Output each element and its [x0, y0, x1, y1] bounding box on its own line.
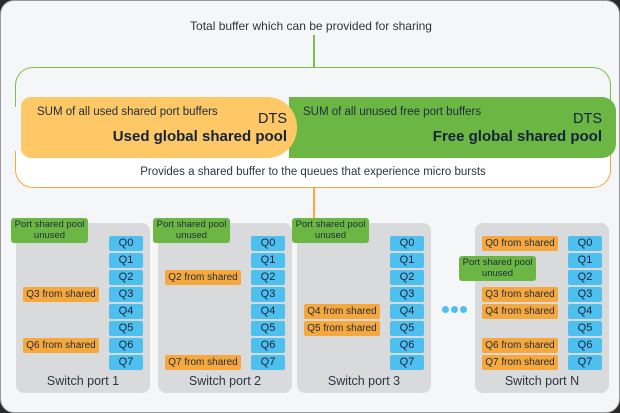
used-pool-name: Used global shared pool	[112, 128, 287, 145]
queue-q7: Q7	[568, 355, 602, 370]
used-pool-dts: DTS	[258, 111, 287, 127]
switch-port-4: Switch port N Q0 Q1 Q2 Q3 Q4 Q5 Q6 Q7 Q0 from sha…	[459, 223, 609, 393]
queue-q0: Q0	[568, 236, 602, 251]
queue-q3: Q3	[568, 287, 602, 302]
switch-port-2: Switch port 2 Q0 Q1 Q2 Q3 Q4 Q5 Q6 Q7 Q2 from sha…	[153, 218, 292, 393]
queue-q7: Q7	[109, 355, 143, 370]
queue-from-shared: Q2 from shared	[165, 270, 241, 285]
queue-from-shared: Q5 from shared	[304, 321, 380, 336]
queue-q2: Q2	[109, 270, 143, 285]
used-pool-sum: SUM of all used shared port buffers	[37, 106, 218, 118]
port-shared-pool-unused: Port shared pool unused	[459, 256, 536, 281]
switch-port-3: Switch port 3 Q0 Q1 Q2 Q3 Q4 Q5 Q6 Q7 Q4 from sha…	[292, 218, 431, 393]
queue-q4: Q4	[109, 304, 143, 319]
queue-q6: Q6	[390, 338, 424, 353]
queue-q6: Q6	[568, 338, 602, 353]
queue-q2: Q2	[390, 270, 424, 285]
queue-q1: Q1	[251, 253, 285, 268]
used-global-shared-pool: SUM of all used shared port buffers DTS …	[21, 97, 297, 158]
queue-q3: Q3	[251, 287, 285, 302]
queue-from-shared: Q3 from shared	[482, 287, 558, 302]
queue-q5: Q5	[390, 321, 424, 336]
queue-q1: Q1	[390, 253, 424, 268]
queue-from-shared: Q3 from shared	[23, 287, 99, 302]
queue-q7: Q7	[390, 355, 424, 370]
queue-q1: Q1	[109, 253, 143, 268]
queue-from-shared: Q4 from shared	[304, 304, 380, 319]
switch-port-label: Switch port 1	[46, 374, 120, 388]
connector-line-top	[313, 35, 315, 67]
shared-buffer-description: Provides a shared buffer to the queues t…	[140, 166, 486, 178]
queue-q3: Q3	[109, 287, 143, 302]
port-shared-pool-unused: Port shared pool unused	[153, 218, 230, 243]
queue-q4: Q4	[251, 304, 285, 319]
queue-from-shared: Q6 from shared	[482, 338, 558, 353]
switch-port-1: Switch port 1 Q0 Q1 Q2 Q3 Q4 Q5 Q6 Q7 Q3 from sha…	[11, 218, 150, 393]
free-pool-dts: DTS	[573, 111, 602, 127]
queue-q5: Q5	[251, 321, 285, 336]
queue-from-shared: Q7 from shared	[482, 355, 558, 370]
queue-q6: Q6	[251, 338, 285, 353]
switch-port-label: Switch port N	[504, 374, 580, 388]
total-buffer-title: Total buffer which can be provided for s…	[190, 19, 432, 33]
switch-port-label: Switch port 3	[327, 374, 401, 388]
queue-from-shared: Q4 from shared	[482, 304, 558, 319]
queue-q1: Q1	[568, 253, 602, 268]
queue-from-shared: Q6 from shared	[23, 338, 99, 353]
queue-q5: Q5	[109, 321, 143, 336]
free-global-shared-pool: SUM of all unused free port buffers DTS …	[289, 97, 616, 158]
queue-q7: Q7	[251, 355, 285, 370]
queue-from-shared: Q7 from shared	[165, 355, 241, 370]
port-shared-pool-unused: Port shared pool unused	[11, 218, 88, 243]
free-pool-name: Free global shared pool	[432, 128, 602, 145]
queue-q0: Q0	[390, 236, 424, 251]
connector-line-bottom	[313, 188, 315, 221]
queue-q4: Q4	[390, 304, 424, 319]
queue-q2: Q2	[251, 270, 285, 285]
total-buffer-bracket	[15, 67, 611, 107]
port-shared-pool-unused: Port shared pool unused	[292, 218, 369, 243]
queue-q6: Q6	[109, 338, 143, 353]
queue-q4: Q4	[568, 304, 602, 319]
queue-q0: Q0	[109, 236, 143, 251]
queue-q5: Q5	[568, 321, 602, 336]
free-pool-sum: SUM of all unused free port buffers	[303, 106, 482, 118]
queue-from-shared: Q0 from shared	[482, 236, 558, 251]
queue-q3: Q3	[390, 287, 424, 302]
queue-q0: Q0	[251, 236, 285, 251]
switch-port-label: Switch port 2	[188, 374, 262, 388]
queue-q2: Q2	[568, 270, 602, 285]
